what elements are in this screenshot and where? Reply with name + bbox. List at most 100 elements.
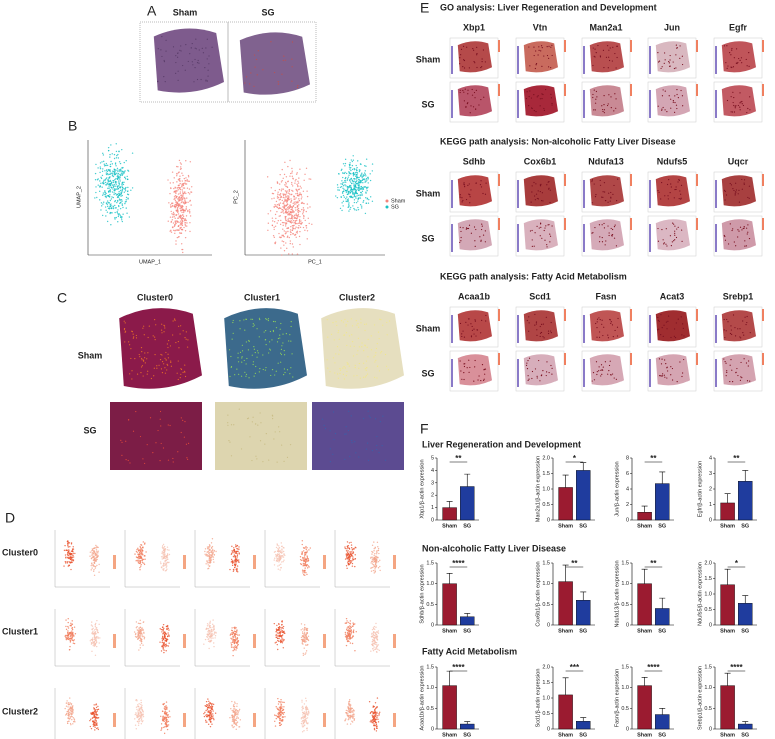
cell-dot (119, 176, 121, 178)
speckle (280, 352, 282, 354)
speckle (376, 448, 378, 451)
cell-dot (103, 165, 106, 167)
cell-dot (127, 198, 129, 200)
cell-dot (348, 704, 350, 707)
speckle (245, 318, 247, 320)
cell-dot (355, 189, 357, 192)
speckle (269, 349, 272, 351)
cell-dot (295, 188, 297, 191)
cell-dot (302, 654, 305, 656)
speckle (142, 458, 144, 460)
cell-dot (178, 199, 181, 202)
cell-dot (127, 169, 129, 172)
cell-dot (139, 647, 142, 649)
cell-dot (288, 198, 290, 201)
speckle (378, 337, 380, 340)
cell-dot (68, 720, 70, 723)
cell-dot (141, 704, 143, 707)
cell-dot (135, 550, 138, 553)
cell-dot (93, 635, 96, 638)
cell-dot (234, 565, 237, 567)
speckle (124, 341, 126, 343)
cell-dot (72, 710, 74, 712)
cell-dot (297, 211, 300, 214)
speckle (354, 441, 356, 443)
cell-dot (291, 183, 293, 185)
cell-dot (376, 551, 378, 554)
cell-dot (118, 150, 120, 153)
cell-dot (99, 167, 102, 170)
cell-dot (277, 648, 279, 651)
cell-dot (365, 177, 368, 180)
cell-dot (282, 188, 285, 190)
cell-dot (371, 628, 374, 631)
speckle (248, 340, 250, 342)
cell-dot (233, 710, 235, 713)
cell-dot (370, 570, 373, 572)
cell-dot (140, 553, 143, 555)
cell-dot (92, 723, 94, 726)
cell-dot (302, 211, 304, 213)
cell-dot (282, 224, 284, 227)
cell-dot (113, 180, 115, 182)
cell-dot (272, 220, 274, 222)
speckle (465, 106, 467, 108)
cell-dot (348, 698, 351, 701)
cell-dot (232, 631, 235, 634)
cell-dot (349, 723, 352, 725)
cell-dot (286, 199, 289, 202)
speckle (194, 58, 196, 61)
cell-dot (109, 194, 111, 196)
speckle (336, 345, 339, 348)
cell-dot (102, 154, 105, 156)
cell-dot (67, 551, 70, 553)
cell-dot (177, 166, 179, 168)
color-bar (113, 713, 116, 727)
cell-dot (373, 541, 375, 543)
cell-dot (297, 205, 299, 208)
cell-dot (181, 196, 183, 198)
cell-dot (210, 550, 213, 552)
cell-dot (347, 552, 349, 555)
speckle (386, 334, 388, 336)
cell-dot (203, 715, 206, 718)
cell-dot (125, 160, 127, 162)
cell-dot (347, 563, 350, 565)
cell-dot (295, 219, 298, 222)
cell-dot (174, 204, 176, 206)
cell-dot (184, 230, 187, 232)
cell-dot (136, 625, 138, 628)
group-label: Sham (78, 350, 103, 360)
cell-dot (277, 639, 279, 642)
speckle (365, 369, 367, 371)
cell-dot (277, 554, 279, 556)
cell-dot (287, 227, 290, 229)
cell-dot (236, 636, 239, 639)
cell-dot (308, 549, 310, 551)
cell-dot (137, 550, 140, 552)
cell-dot (346, 554, 348, 556)
speckle (281, 444, 283, 446)
cell-dot (117, 180, 120, 182)
cell-dot (140, 714, 142, 716)
cell-dot (349, 184, 351, 187)
cell-dot (164, 710, 167, 712)
cell-dot (373, 631, 375, 633)
cell-dot (209, 634, 212, 636)
speckle (255, 423, 257, 425)
speckle (272, 320, 275, 323)
cell-dot (181, 224, 184, 227)
cell-dot (186, 180, 188, 182)
cell-dot (275, 706, 277, 708)
cell-dot (301, 709, 303, 711)
cell-dot (92, 641, 94, 643)
cell-dot (97, 167, 99, 169)
cell-dot (92, 565, 95, 567)
cell-dot (136, 635, 139, 638)
cell-dot (73, 718, 76, 720)
color-bar (498, 84, 500, 96)
cell-dot (374, 648, 376, 651)
cell-dot (347, 176, 350, 178)
speckle (471, 88, 473, 91)
speckle (375, 418, 377, 420)
